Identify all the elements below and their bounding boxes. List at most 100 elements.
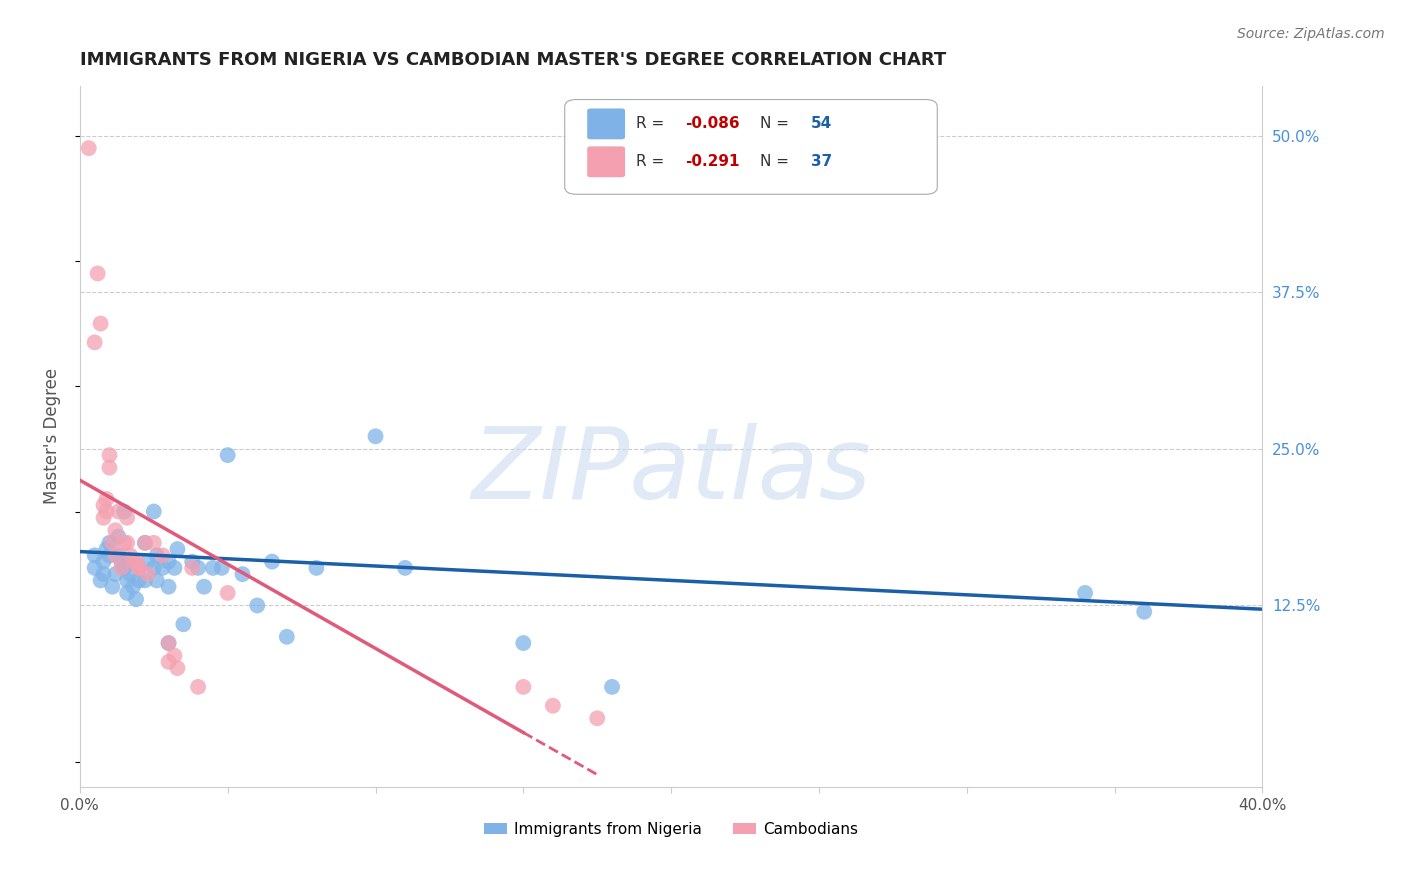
Legend: Immigrants from Nigeria, Cambodians: Immigrants from Nigeria, Cambodians bbox=[478, 815, 865, 843]
Point bbox=[128, 561, 150, 575]
Point bbox=[96, 542, 118, 557]
Point bbox=[134, 536, 156, 550]
Point bbox=[541, 698, 564, 713]
Point bbox=[1133, 605, 1156, 619]
Point bbox=[128, 574, 150, 588]
Point bbox=[120, 549, 142, 563]
Point bbox=[166, 542, 188, 557]
Point bbox=[142, 536, 165, 550]
Point bbox=[231, 567, 253, 582]
Point bbox=[193, 580, 215, 594]
Point bbox=[77, 141, 100, 155]
Point bbox=[120, 567, 142, 582]
Text: 37: 37 bbox=[811, 153, 832, 169]
Point bbox=[163, 648, 186, 663]
Point bbox=[181, 555, 204, 569]
Text: -0.086: -0.086 bbox=[685, 116, 740, 131]
Point bbox=[107, 504, 129, 518]
Point bbox=[112, 561, 135, 575]
Point bbox=[122, 555, 145, 569]
Point bbox=[157, 636, 180, 650]
Point bbox=[157, 555, 180, 569]
Point bbox=[201, 561, 224, 575]
Point bbox=[98, 549, 121, 563]
Point bbox=[104, 524, 127, 538]
Point bbox=[96, 504, 118, 518]
FancyBboxPatch shape bbox=[588, 146, 626, 178]
Point bbox=[394, 561, 416, 575]
Point bbox=[86, 267, 108, 281]
Y-axis label: Master's Degree: Master's Degree bbox=[44, 368, 60, 504]
Point bbox=[134, 536, 156, 550]
Point bbox=[152, 561, 174, 575]
Point bbox=[110, 555, 132, 569]
Point bbox=[104, 567, 127, 582]
Text: N =: N = bbox=[759, 116, 794, 131]
Point bbox=[136, 555, 159, 569]
Point bbox=[93, 510, 115, 524]
Point bbox=[142, 504, 165, 518]
Point bbox=[217, 448, 239, 462]
Point bbox=[187, 680, 209, 694]
Point bbox=[305, 561, 328, 575]
Point bbox=[93, 498, 115, 512]
Point bbox=[90, 574, 112, 588]
Text: N =: N = bbox=[759, 153, 794, 169]
Point bbox=[276, 630, 298, 644]
Point bbox=[96, 491, 118, 506]
Point bbox=[187, 561, 209, 575]
Text: 54: 54 bbox=[811, 116, 832, 131]
Point bbox=[217, 586, 239, 600]
Point bbox=[128, 561, 150, 575]
Point bbox=[98, 536, 121, 550]
Point bbox=[101, 580, 124, 594]
Point bbox=[115, 510, 138, 524]
Point bbox=[136, 567, 159, 582]
Point bbox=[1074, 586, 1097, 600]
Point bbox=[107, 549, 129, 563]
Text: R =: R = bbox=[636, 153, 673, 169]
FancyBboxPatch shape bbox=[588, 109, 626, 139]
Point bbox=[260, 555, 283, 569]
Point bbox=[112, 504, 135, 518]
Point bbox=[125, 555, 148, 569]
Point bbox=[93, 567, 115, 582]
Point bbox=[157, 655, 180, 669]
Point bbox=[104, 549, 127, 563]
Point bbox=[83, 549, 105, 563]
Point bbox=[128, 561, 150, 575]
Point bbox=[115, 574, 138, 588]
Point bbox=[115, 536, 138, 550]
Text: IMMIGRANTS FROM NIGERIA VS CAMBODIAN MASTER'S DEGREE CORRELATION CHART: IMMIGRANTS FROM NIGERIA VS CAMBODIAN MAS… bbox=[80, 51, 946, 69]
Point bbox=[211, 561, 233, 575]
Point bbox=[83, 335, 105, 350]
Text: Source: ZipAtlas.com: Source: ZipAtlas.com bbox=[1237, 27, 1385, 41]
Point bbox=[122, 580, 145, 594]
Point bbox=[512, 636, 534, 650]
Text: ZIPatlas: ZIPatlas bbox=[471, 423, 872, 520]
Point bbox=[93, 555, 115, 569]
Point bbox=[181, 561, 204, 575]
Point bbox=[134, 574, 156, 588]
Point bbox=[163, 561, 186, 575]
Point bbox=[101, 536, 124, 550]
Point bbox=[157, 580, 180, 594]
Point bbox=[107, 530, 129, 544]
Point bbox=[364, 429, 387, 443]
Point bbox=[172, 617, 194, 632]
Text: R =: R = bbox=[636, 116, 669, 131]
Point bbox=[83, 561, 105, 575]
Point bbox=[115, 586, 138, 600]
Point bbox=[157, 636, 180, 650]
Text: -0.291: -0.291 bbox=[685, 153, 740, 169]
FancyBboxPatch shape bbox=[565, 100, 938, 194]
Point bbox=[125, 592, 148, 607]
Point bbox=[600, 680, 623, 694]
Point bbox=[122, 555, 145, 569]
Point bbox=[166, 661, 188, 675]
Point bbox=[98, 460, 121, 475]
Point bbox=[145, 549, 167, 563]
Point bbox=[152, 549, 174, 563]
Point bbox=[145, 574, 167, 588]
Point bbox=[586, 711, 609, 725]
